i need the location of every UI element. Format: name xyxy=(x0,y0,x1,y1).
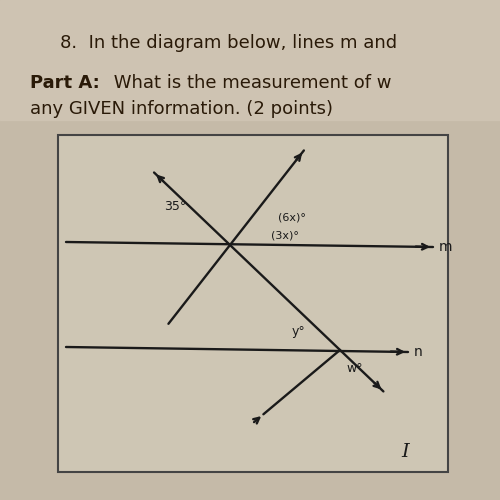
Text: 35°: 35° xyxy=(164,200,186,213)
Text: Part A:: Part A: xyxy=(30,74,100,92)
Bar xyxy=(0,0,500,120)
Text: I: I xyxy=(401,443,409,461)
Text: m: m xyxy=(439,240,452,254)
Text: (6x)°: (6x)° xyxy=(278,212,306,222)
Text: y°: y° xyxy=(291,326,305,338)
Text: n: n xyxy=(414,345,423,359)
Text: any GIVEN information. (2 points): any GIVEN information. (2 points) xyxy=(30,100,333,118)
Bar xyxy=(58,135,448,472)
Text: 8.  In the diagram below, lines m and: 8. In the diagram below, lines m and xyxy=(60,34,397,52)
Text: w°: w° xyxy=(346,362,364,374)
Text: (3x)°: (3x)° xyxy=(271,230,299,240)
Text: What is the measurement of w: What is the measurement of w xyxy=(108,74,392,92)
